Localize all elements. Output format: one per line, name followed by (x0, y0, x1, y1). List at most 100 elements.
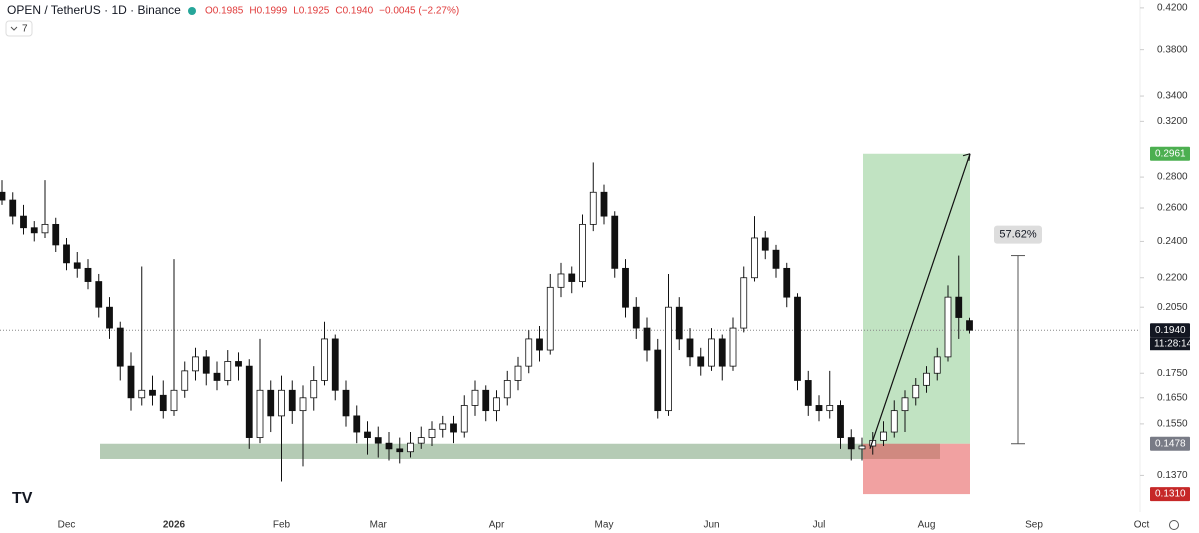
candle-body (181, 370, 189, 391)
chart-title: OPEN / TetherUS · 1D · Binance (7, 3, 181, 17)
settings-icon[interactable] (1169, 520, 1179, 530)
candle-body (815, 405, 823, 412)
x-tick-label: Jul (813, 520, 826, 531)
candle-body (73, 262, 81, 269)
y-tick-label: 0.4200 (1157, 3, 1188, 14)
candle-body (407, 442, 414, 453)
candle-body (127, 365, 135, 399)
candle-body (245, 365, 253, 438)
candle-body (493, 397, 500, 412)
candle-body (256, 389, 264, 438)
candle-body (353, 415, 361, 433)
candle-body (95, 281, 103, 308)
candle-body (589, 191, 597, 225)
candle-body (955, 296, 963, 318)
candle-body (428, 428, 436, 438)
candle-body (880, 431, 887, 441)
candle-body (890, 410, 898, 433)
y-tick-label: 0.2600 (1157, 203, 1188, 214)
candle-body (944, 296, 952, 358)
y-tick-label: 0.3200 (1157, 116, 1188, 127)
candle-body (138, 389, 146, 399)
candle-body (966, 320, 973, 331)
candle-body (63, 244, 70, 264)
candle-body (600, 191, 608, 217)
candle-body (417, 437, 425, 444)
candle-body (41, 223, 49, 234)
candle-body (159, 394, 167, 412)
chevron-icon (10, 26, 18, 31)
x-tick-label: Dec (58, 520, 76, 531)
candle-body (514, 365, 522, 381)
candle-body (546, 286, 554, 351)
y-tick-label: 0.1370 (1157, 470, 1188, 481)
y-tick-label: 0.1650 (1157, 392, 1188, 403)
y-tick-label: 0.2400 (1157, 236, 1188, 247)
candle-body (30, 227, 38, 234)
candle-body (450, 423, 457, 433)
candle-body (804, 380, 812, 406)
candle-body (525, 338, 533, 367)
x-tick-label: Mar (370, 520, 388, 531)
support-zone (100, 443, 940, 459)
x-tick-label: 2026 (163, 520, 186, 531)
entry-badge: 0.1478 (1155, 438, 1186, 449)
candle-body (643, 327, 651, 351)
candle-body (708, 338, 715, 367)
candle-body (740, 277, 748, 329)
candle-body (299, 397, 307, 412)
candle-body (471, 389, 479, 406)
y-tick-label: 0.1550 (1157, 419, 1188, 430)
plot-area (0, 153, 1140, 495)
candle-body (923, 372, 930, 386)
candle-body (794, 296, 801, 381)
candle-body (170, 389, 178, 412)
indicator-toggle[interactable] (5, 20, 33, 37)
candle-body (20, 215, 27, 229)
candle-body (697, 356, 705, 367)
candle-body (557, 273, 565, 288)
candle-body (611, 215, 619, 269)
y-tick-label: 0.3800 (1157, 44, 1188, 55)
entry-badge-bg (1150, 436, 1190, 451)
candle-body (654, 349, 662, 412)
x-tick-label: Aug (918, 520, 936, 531)
candle-body (665, 306, 672, 412)
candle-body (116, 327, 124, 367)
candle-body (84, 267, 92, 282)
candle-body (751, 237, 758, 279)
candle-body (385, 442, 393, 450)
logo: TV (12, 490, 33, 507)
measure-label-bg (994, 225, 1042, 244)
candle-body (675, 306, 683, 340)
candle-body (331, 338, 339, 391)
ohlc-legend: C0.1940 (335, 6, 373, 17)
candle-body (396, 448, 404, 453)
candle-body (858, 445, 866, 450)
candle-body (482, 389, 490, 412)
indicator-count: 7 (22, 24, 28, 35)
y-tick-label: 0.2800 (1157, 172, 1188, 183)
x-tick-label: Apr (489, 520, 505, 531)
candle-body (536, 338, 543, 351)
ohlc-legend: L0.1925 (293, 6, 330, 17)
last-price-badge: 0.1940 (1155, 325, 1186, 336)
candle-body (0, 191, 6, 201)
candle-body (106, 306, 113, 329)
candle-body (310, 380, 318, 399)
candle-body (579, 223, 586, 282)
candle-body (568, 273, 576, 282)
candle-body (9, 199, 17, 217)
y-tick-label: 0.2200 (1157, 272, 1188, 283)
candle-body (460, 405, 468, 433)
target-zone (863, 153, 970, 444)
candle-body (213, 372, 221, 381)
candle-body (374, 437, 382, 444)
x-tick-label: Jun (703, 520, 719, 531)
candle-body (321, 338, 328, 381)
ohlc-legend: −0.0045 (−2.27%) (379, 6, 459, 17)
stop-badge: 0.1310 (1155, 489, 1186, 500)
candle-body (901, 397, 909, 412)
x-tick-label: May (595, 520, 614, 531)
